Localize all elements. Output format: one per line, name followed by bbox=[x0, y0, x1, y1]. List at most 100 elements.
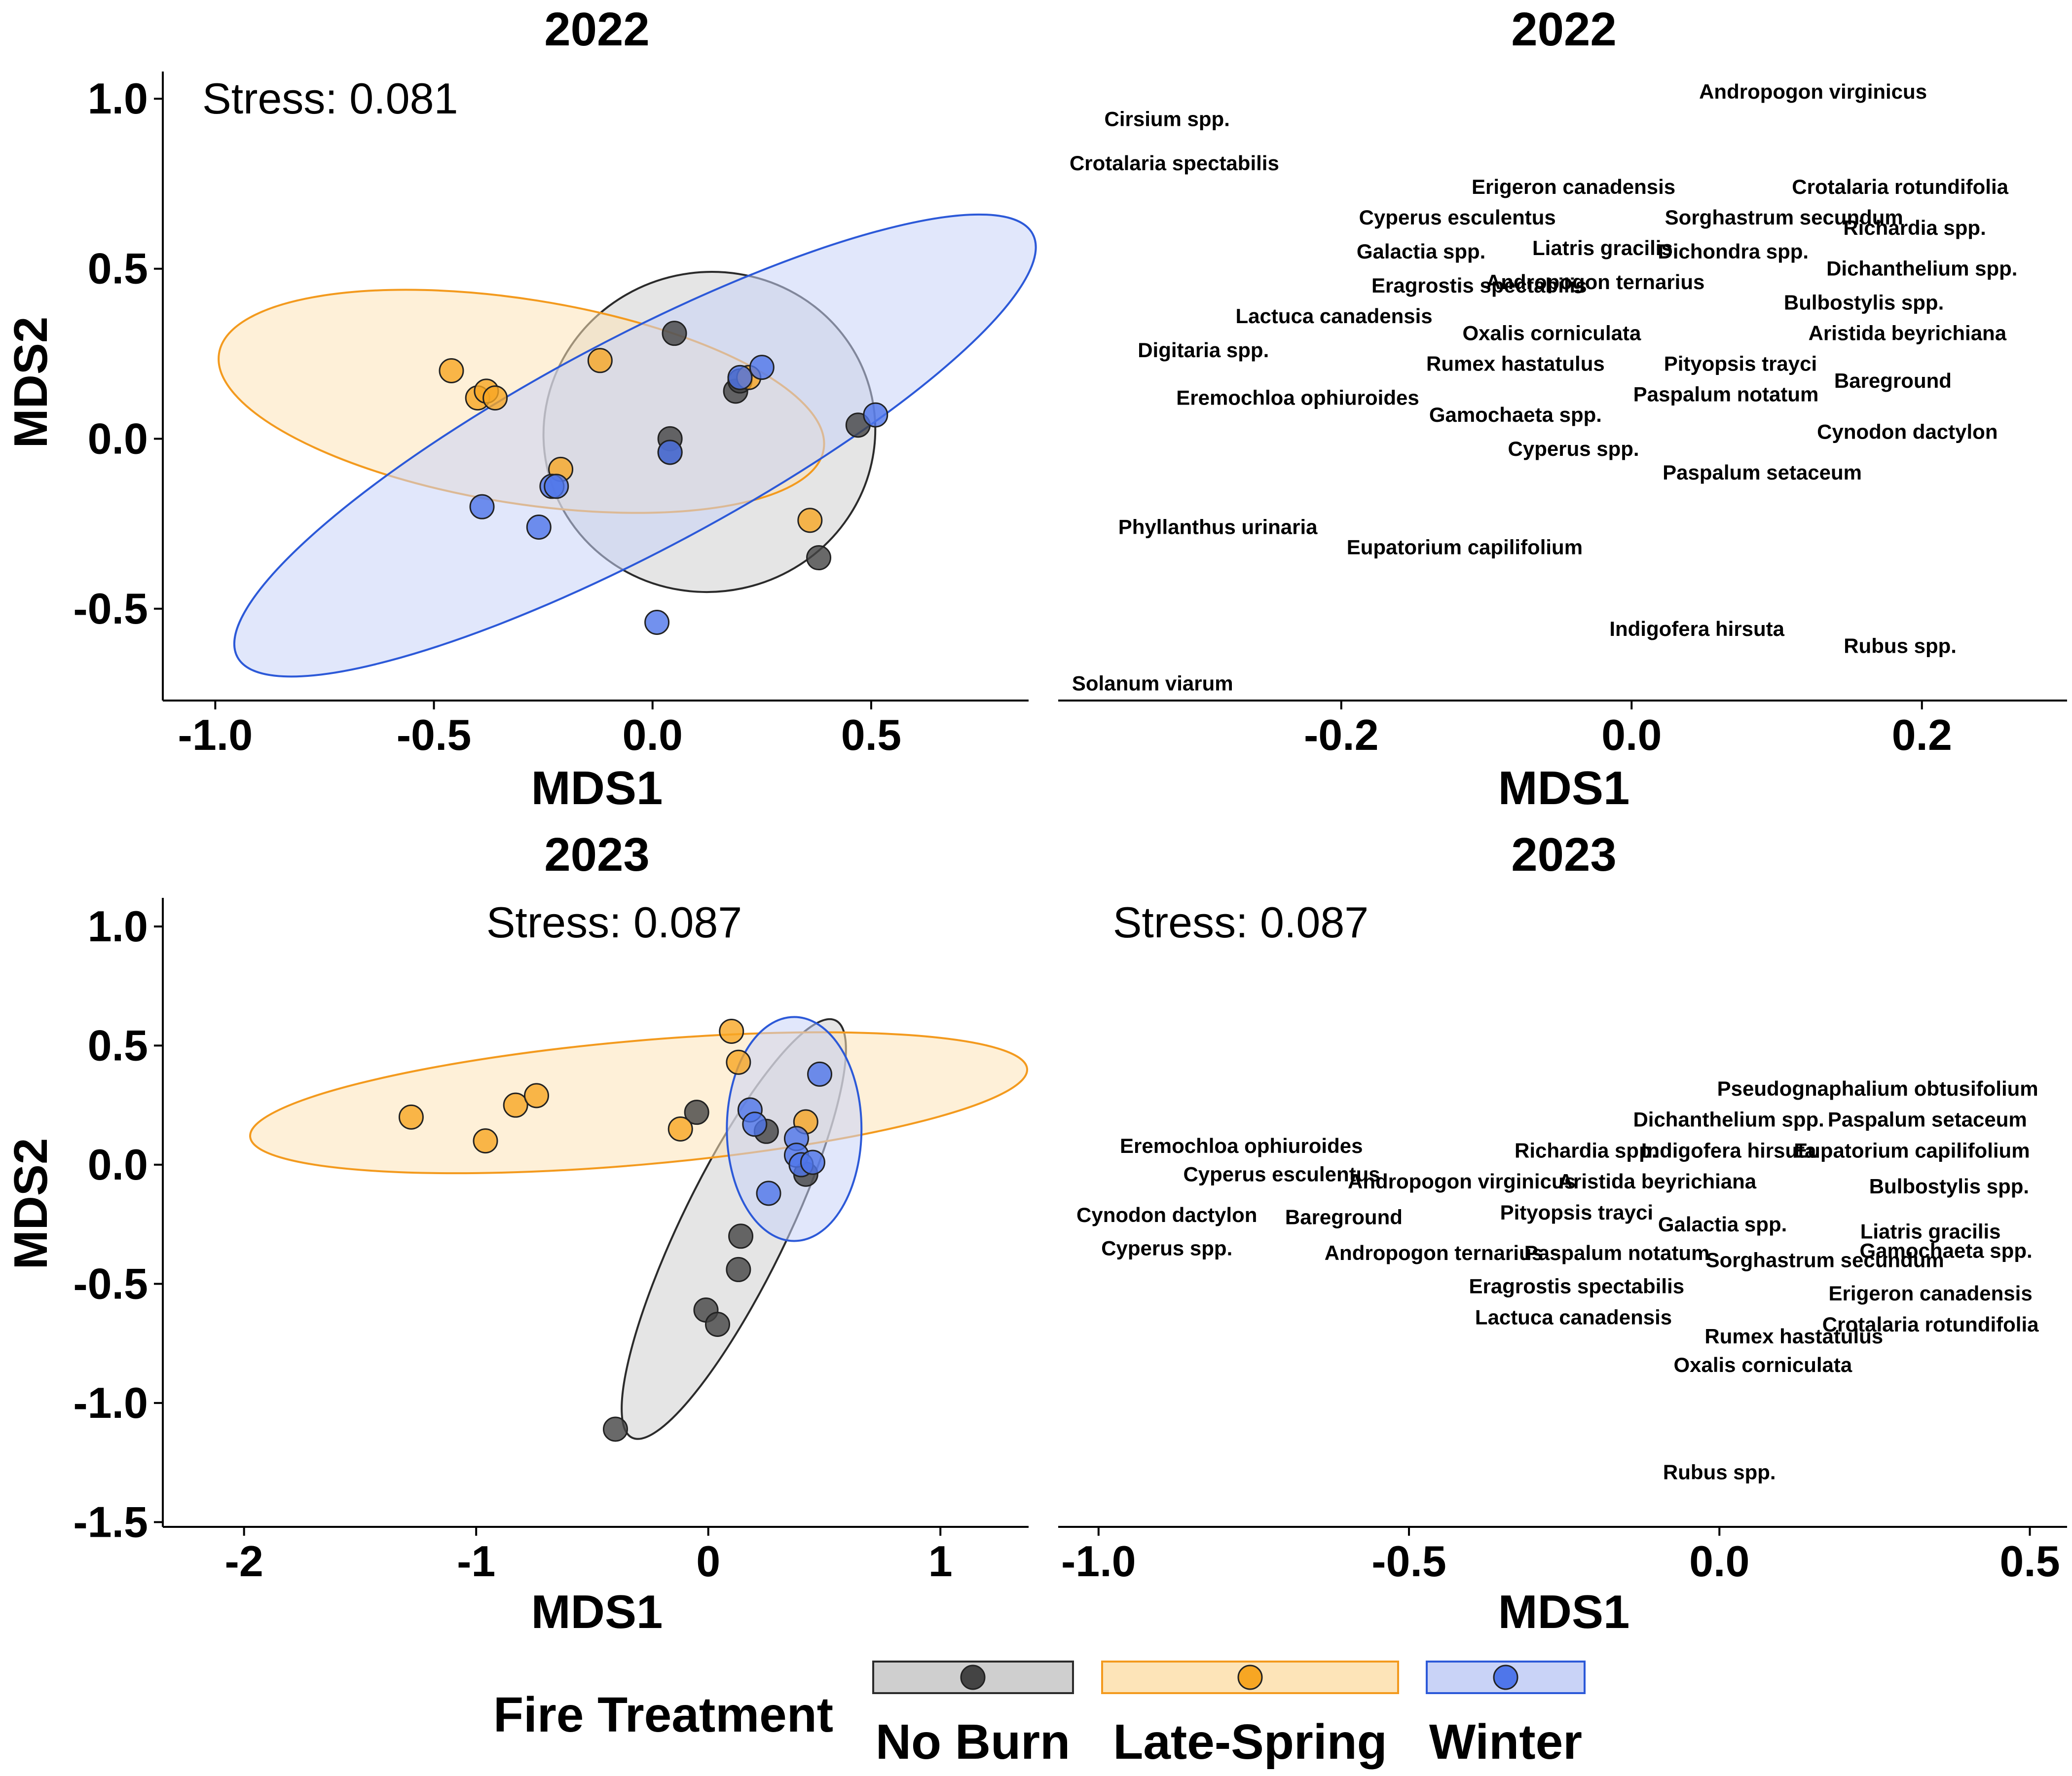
point-no-burn bbox=[662, 321, 687, 346]
species-label: Cynodon dactylon bbox=[1817, 420, 1998, 443]
species-label: Eragrostis spectabilis bbox=[1371, 274, 1587, 297]
legend-key-winter: Winter bbox=[1426, 1661, 1586, 1770]
species-label: Eragrostis spectabilis bbox=[1469, 1275, 1685, 1298]
species-label: Cynodon dactylon bbox=[1076, 1203, 1257, 1226]
species-label: Eupatorium capilifolium bbox=[1794, 1139, 2030, 1162]
ellipse-late-spring bbox=[249, 1031, 1029, 1175]
species-label: Crotalaria rotundifolia bbox=[1822, 1313, 2039, 1336]
species-label: Rubus spp. bbox=[1844, 634, 1957, 658]
species-label: Dichanthelium spp. bbox=[1826, 257, 2017, 280]
panel-2022-species: 2022 MDS1 -0.2 0.0 0.2 Andropogon virginicu… bbox=[1058, 3, 2067, 814]
species-label: Liatris gracilis bbox=[1860, 1220, 2001, 1243]
species-label: Sorghastrum secundum bbox=[1706, 1249, 1944, 1272]
point-winter bbox=[863, 402, 888, 428]
species-label: Indigofera hirsuta bbox=[1609, 617, 1784, 640]
species-label: Bulbostylis spp. bbox=[1784, 291, 1944, 314]
species-label: Andropogon virginicus bbox=[1348, 1170, 1576, 1193]
point-winter bbox=[756, 1181, 781, 1206]
x-tick-label: 0.5 bbox=[841, 710, 901, 759]
y-tick-label: 0.5 bbox=[88, 244, 148, 293]
x-axis-title: MDS1 bbox=[1498, 1586, 1630, 1638]
point-late-spring bbox=[482, 385, 508, 411]
y-tick-label: 1.0 bbox=[88, 74, 148, 123]
species-label: Andropogon virginicus bbox=[1699, 80, 1927, 103]
panel-2022-sites: 2022 Stress: 0.081 MDS1 MDS2 -1.0 -0.5 0.0… bbox=[4, 3, 1037, 814]
legend-key-late-spring: Late-Spring bbox=[1101, 1661, 1399, 1770]
y-tick-label: -0.5 bbox=[73, 1259, 148, 1308]
x-tick-label: -1.0 bbox=[178, 710, 253, 759]
species-label: Bulbostylis spp. bbox=[1869, 1175, 2029, 1198]
species-label: Paspalum setaceum bbox=[1828, 1108, 2027, 1131]
species-label: Liatris gracilis bbox=[1532, 236, 1673, 259]
point-late-spring bbox=[398, 1104, 424, 1130]
y-tick-label: -1.5 bbox=[73, 1497, 148, 1546]
species-label: Oxalis corniculata bbox=[1673, 1353, 1852, 1376]
species-label: Crotalaria spectabilis bbox=[1070, 151, 1279, 175]
point-late-spring bbox=[719, 1018, 744, 1044]
x-tick-label: -1 bbox=[457, 1537, 495, 1586]
panel-title: 2022 bbox=[544, 3, 650, 56]
species-label: Aristida beyrichiana bbox=[1558, 1170, 1757, 1193]
species-label: Rubus spp. bbox=[1663, 1460, 1776, 1483]
y-tick-label: 0.5 bbox=[88, 1021, 148, 1070]
species-label: Solanum viarum bbox=[1072, 671, 1233, 695]
species-label: Bareground bbox=[1285, 1206, 1403, 1229]
point-late-spring bbox=[503, 1092, 528, 1118]
point-no-burn bbox=[806, 545, 832, 571]
species-label: Erigeron canadensis bbox=[1472, 175, 1675, 198]
species-label: Galactia spp. bbox=[1357, 240, 1485, 263]
point-winter bbox=[544, 474, 569, 499]
panel-2023-species: 2023 Stress: 0.087 MDS1 -1.0 -0.5 0.0 0.5 Ps… bbox=[1058, 828, 2067, 1638]
point-winter bbox=[526, 515, 552, 540]
species-label: Andropogon ternarius bbox=[1486, 270, 1704, 294]
point-no-burn bbox=[705, 1311, 731, 1337]
x-tick-label: 0.2 bbox=[1892, 710, 1952, 759]
stress-label: Stress: 0.087 bbox=[486, 898, 742, 947]
x-tick-label: -0.5 bbox=[1371, 1537, 1446, 1586]
species-label: Paspalum notatum bbox=[1524, 1241, 1710, 1264]
species-label: Aristida beyrichiana bbox=[1809, 321, 2007, 344]
species-label: Cyperus spp. bbox=[1508, 437, 1639, 460]
legend-point bbox=[1237, 1665, 1263, 1690]
point-winter bbox=[749, 355, 775, 380]
legend: Fire Treatment No Burn Late-Spring Winte… bbox=[493, 1661, 1586, 1770]
point-no-burn bbox=[726, 1257, 751, 1282]
species-label: Pseudognaphalium obtusifolium bbox=[1717, 1077, 2038, 1100]
species-label: Rumex hastatulus bbox=[1704, 1325, 1883, 1348]
legend-label: Late-Spring bbox=[1113, 1714, 1387, 1770]
panel-title: 2023 bbox=[1511, 828, 1617, 881]
x-tick-label: 0.0 bbox=[1689, 1537, 1749, 1586]
point-no-burn bbox=[602, 1416, 628, 1442]
legend-point bbox=[960, 1665, 986, 1690]
species-label: Cyperus esculentus bbox=[1359, 206, 1556, 229]
species-label: Eremochloa ophiuroides bbox=[1176, 386, 1419, 409]
species-label: Erigeron canadensis bbox=[1829, 1282, 2033, 1305]
point-winter bbox=[727, 365, 753, 390]
stress-label: Stress: 0.081 bbox=[202, 74, 458, 123]
point-late-spring bbox=[667, 1116, 693, 1142]
species-label: Bareground bbox=[1834, 369, 1952, 392]
species-label: Phyllanthus urinaria bbox=[1118, 515, 1318, 538]
x-tick-label: 1 bbox=[928, 1537, 953, 1586]
species-label: Gamochaeta spp. bbox=[1429, 403, 1602, 426]
y-tick-label: -1.0 bbox=[73, 1378, 148, 1427]
y-tick-label: 0.0 bbox=[88, 414, 148, 463]
x-axis-title: MDS1 bbox=[531, 1586, 663, 1638]
species-label: Dichondra spp. bbox=[1658, 240, 1809, 263]
species-label: Lactuca canadensis bbox=[1235, 304, 1432, 328]
point-late-spring bbox=[524, 1083, 550, 1109]
y-tick-label: -0.5 bbox=[73, 584, 148, 633]
x-tick-label: 0.0 bbox=[1601, 710, 1662, 759]
species-label: Eupatorium capilifolium bbox=[1347, 536, 1583, 559]
point-winter bbox=[742, 1111, 768, 1137]
panel-title: 2022 bbox=[1511, 3, 1617, 56]
legend-label: No Burn bbox=[876, 1714, 1070, 1770]
species-label: Eremochloa ophiuroides bbox=[1120, 1134, 1363, 1157]
x-axis-title: MDS1 bbox=[531, 762, 663, 814]
point-winter bbox=[644, 609, 670, 635]
x-axis-title: MDS1 bbox=[1498, 762, 1630, 814]
ellipse-winter bbox=[233, 213, 1037, 678]
species-label: Cyperus spp. bbox=[1101, 1236, 1232, 1259]
point-late-spring bbox=[473, 1128, 498, 1154]
